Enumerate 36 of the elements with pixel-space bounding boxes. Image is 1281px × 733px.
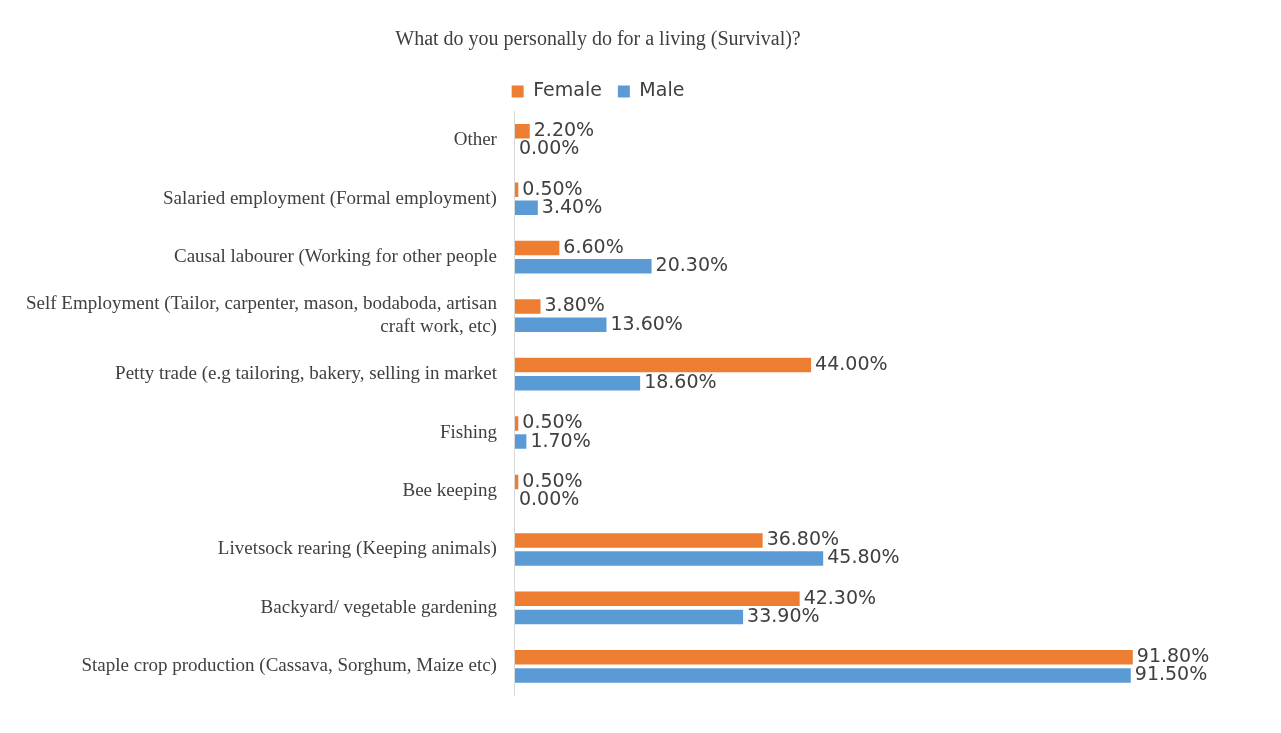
bar	[514, 533, 763, 548]
data-label: 18.60%	[644, 370, 717, 393]
data-label: 6.60%	[563, 235, 624, 258]
bar	[514, 258, 652, 274]
legend-label: Female	[533, 78, 602, 101]
bar	[514, 375, 641, 391]
data-label: 3.80%	[544, 293, 605, 316]
legend-label: Male	[639, 78, 685, 101]
bar	[514, 668, 1131, 683]
bar	[514, 591, 800, 607]
bar	[514, 609, 744, 625]
y-tick-label: Salaried employment (Formal employment)	[162, 186, 497, 209]
bar	[514, 551, 824, 566]
y-tick-label: Petty trade (e.g tailoring, bakery, selling in market	[115, 362, 498, 385]
bar	[514, 299, 541, 314]
bar	[514, 317, 607, 332]
bar	[514, 416, 519, 431]
data-label: 20.30%	[655, 253, 729, 276]
bar	[514, 182, 519, 197]
y-tick-label: Livetsock rearing (Keeping animals)	[217, 537, 497, 560]
bar	[514, 650, 1133, 665]
y-tick-label: Fishing	[439, 420, 498, 442]
bar	[514, 123, 530, 139]
chart-title: What do you personally do for a living (Survival)?	[395, 27, 801, 51]
y-tick-label: Bee keeping	[402, 478, 498, 500]
y-tick-label: Backyard/ vegetable gardening	[260, 595, 498, 617]
y-tick-label: Other	[453, 128, 498, 150]
y-tick-label: Self Employment (Tailor, carpenter, mason, bodaboda, artisan craft work, etc)	[25, 292, 498, 337]
bar	[514, 357, 812, 373]
bar	[514, 200, 538, 215]
y-tick-label: Staple crop production (Cassava, Sorghum, Maize etc)	[81, 654, 497, 677]
bar	[514, 434, 527, 449]
data-label: 13.60%	[610, 311, 683, 334]
y-tick-label: Causal labourer (Working for other people	[173, 245, 497, 268]
bar	[514, 240, 560, 256]
data-label: 44.00%	[815, 351, 888, 374]
